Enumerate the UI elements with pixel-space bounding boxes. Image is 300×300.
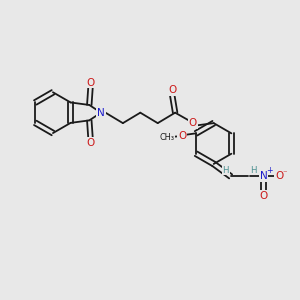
Text: CH₃: CH₃ — [159, 133, 174, 142]
Text: O: O — [86, 138, 95, 148]
Text: N: N — [260, 171, 268, 182]
Text: O: O — [168, 85, 176, 95]
Text: H: H — [250, 166, 256, 175]
Text: O: O — [275, 171, 283, 182]
Text: H: H — [222, 166, 229, 175]
Text: N: N — [97, 108, 105, 118]
Text: O: O — [178, 131, 187, 141]
Text: ⁻: ⁻ — [282, 169, 287, 178]
Text: O: O — [260, 191, 268, 201]
Text: O: O — [86, 78, 95, 88]
Text: O: O — [188, 118, 197, 128]
Text: +: + — [266, 167, 272, 176]
